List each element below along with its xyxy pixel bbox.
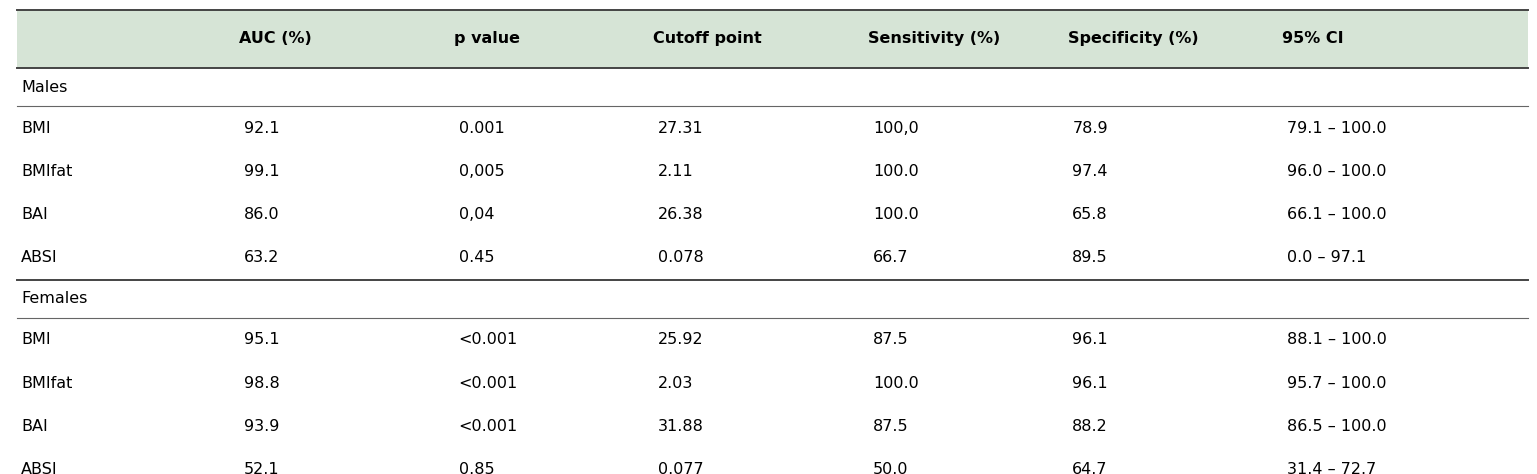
Text: Sensitivity (%): Sensitivity (%)	[868, 31, 1001, 46]
Text: 86.5 – 100.0: 86.5 – 100.0	[1286, 419, 1386, 434]
Text: ABSI: ABSI	[22, 462, 58, 474]
Text: 88.1 – 100.0: 88.1 – 100.0	[1286, 332, 1386, 347]
Text: 95.7 – 100.0: 95.7 – 100.0	[1286, 376, 1386, 391]
Text: 52.1: 52.1	[244, 462, 280, 474]
Text: 93.9: 93.9	[244, 419, 280, 434]
Text: 0.078: 0.078	[658, 250, 704, 265]
Text: 100.0: 100.0	[873, 376, 919, 391]
Text: 26.38: 26.38	[658, 207, 704, 222]
Text: 31.4 – 72.7: 31.4 – 72.7	[1286, 462, 1376, 474]
FancyBboxPatch shape	[17, 10, 1528, 68]
Text: 0.45: 0.45	[458, 250, 493, 265]
Text: 0.0 – 97.1: 0.0 – 97.1	[1286, 250, 1366, 265]
Text: BAI: BAI	[22, 419, 48, 434]
Text: 78.9: 78.9	[1073, 120, 1108, 136]
Text: p value: p value	[453, 31, 520, 46]
Text: 27.31: 27.31	[658, 120, 704, 136]
Text: 87.5: 87.5	[873, 419, 908, 434]
Text: <0.001: <0.001	[458, 376, 518, 391]
Text: BMIfat: BMIfat	[22, 164, 72, 179]
Text: 92.1: 92.1	[244, 120, 280, 136]
Text: 25.92: 25.92	[658, 332, 704, 347]
Text: 0.077: 0.077	[658, 462, 704, 474]
Text: Specificity (%): Specificity (%)	[1068, 31, 1199, 46]
Text: 88.2: 88.2	[1073, 419, 1108, 434]
Text: 0.85: 0.85	[458, 462, 495, 474]
Text: Cutoff point: Cutoff point	[653, 31, 762, 46]
Text: 96.1: 96.1	[1073, 332, 1108, 347]
Text: AUC (%): AUC (%)	[240, 31, 312, 46]
Text: 96.0 – 100.0: 96.0 – 100.0	[1286, 164, 1386, 179]
Text: ABSI: ABSI	[22, 250, 58, 265]
Text: 96.1: 96.1	[1073, 376, 1108, 391]
Text: 100.0: 100.0	[873, 164, 919, 179]
Text: BMI: BMI	[22, 120, 51, 136]
Text: 86.0: 86.0	[244, 207, 280, 222]
Text: 100.0: 100.0	[873, 207, 919, 222]
Text: 95% CI: 95% CI	[1282, 31, 1343, 46]
Text: 2.03: 2.03	[658, 376, 693, 391]
Text: 2.11: 2.11	[658, 164, 693, 179]
Text: 0.001: 0.001	[458, 120, 504, 136]
Text: 65.8: 65.8	[1073, 207, 1108, 222]
Text: BMIfat: BMIfat	[22, 376, 72, 391]
Text: 50.0: 50.0	[873, 462, 908, 474]
Text: 63.2: 63.2	[244, 250, 280, 265]
Text: 100,0: 100,0	[873, 120, 919, 136]
Text: BAI: BAI	[22, 207, 48, 222]
Text: 97.4: 97.4	[1073, 164, 1108, 179]
Text: 0,04: 0,04	[458, 207, 493, 222]
Text: 89.5: 89.5	[1073, 250, 1108, 265]
Text: 66.1 – 100.0: 66.1 – 100.0	[1286, 207, 1386, 222]
Text: <0.001: <0.001	[458, 419, 518, 434]
Text: 79.1 – 100.0: 79.1 – 100.0	[1286, 120, 1386, 136]
Text: 98.8: 98.8	[244, 376, 280, 391]
Text: BMI: BMI	[22, 332, 51, 347]
Text: Females: Females	[22, 292, 88, 306]
Text: 99.1: 99.1	[244, 164, 280, 179]
Text: <0.001: <0.001	[458, 332, 518, 347]
Text: 31.88: 31.88	[658, 419, 704, 434]
Text: Males: Males	[22, 80, 68, 94]
Text: 0,005: 0,005	[458, 164, 504, 179]
Text: 87.5: 87.5	[873, 332, 908, 347]
Text: 66.7: 66.7	[873, 250, 908, 265]
Text: 64.7: 64.7	[1073, 462, 1108, 474]
Text: 95.1: 95.1	[244, 332, 280, 347]
